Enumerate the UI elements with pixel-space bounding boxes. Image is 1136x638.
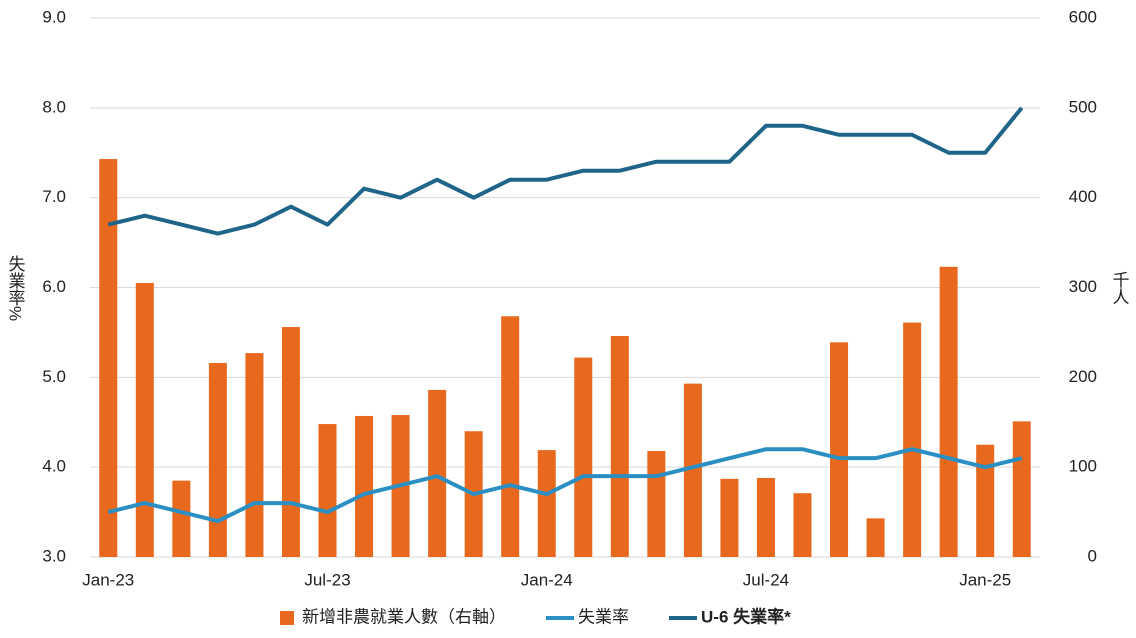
bar [793, 493, 812, 557]
y2-tick-label: 500 [1069, 97, 1097, 116]
legend-label: 新增非農就業人數（右軸） [302, 607, 506, 626]
y2-tick-label: 600 [1069, 7, 1097, 26]
legend-label: U-6 失業率* [701, 606, 791, 626]
bar [610, 336, 629, 557]
bar [683, 383, 702, 557]
y2-tick-label: 200 [1069, 367, 1097, 386]
y-tick-label: 5.0 [42, 367, 66, 386]
bar [501, 316, 520, 557]
bar [903, 322, 922, 557]
y-tick-label: 8.0 [42, 97, 66, 116]
bar [281, 327, 300, 557]
y-tick-label: 3.0 [42, 546, 66, 565]
bar [574, 357, 593, 557]
bar [976, 444, 995, 557]
x-tick-label: Jul-24 [743, 570, 789, 589]
bar [208, 362, 227, 557]
y-tick-label: 6.0 [42, 277, 66, 296]
y-tick-label: 4.0 [42, 457, 66, 476]
y2-axis-title: 千人 [1110, 271, 1130, 305]
y2-tick-label: 100 [1069, 457, 1097, 476]
legend-label: 失業率 [578, 607, 629, 626]
x-tick-label: Jan-23 [82, 570, 134, 589]
y2-tick-label: 400 [1069, 187, 1097, 206]
bar [1012, 421, 1031, 557]
x-tick-label: Jan-25 [959, 570, 1011, 589]
x-tick-label: Jan-24 [521, 570, 573, 589]
bar [866, 518, 885, 557]
bar [318, 424, 337, 557]
bar [647, 450, 666, 557]
line [107, 447, 1023, 524]
line [107, 106, 1024, 236]
bar [99, 159, 118, 557]
legend-swatch [280, 611, 294, 625]
y2-tick-label: 0 [1088, 546, 1097, 565]
x-tick-label: Jul-23 [304, 570, 350, 589]
y2-tick-label: 300 [1069, 277, 1097, 296]
bar [428, 389, 447, 557]
bar [720, 478, 739, 557]
bar [939, 266, 958, 557]
bar [756, 477, 775, 557]
bar [245, 353, 264, 557]
bar [830, 342, 849, 557]
bar [135, 283, 154, 557]
y-tick-label: 9.0 [42, 7, 66, 26]
bar [172, 480, 191, 557]
y-axis-title: 失業率% [6, 255, 26, 321]
bar [537, 450, 556, 557]
bar [355, 415, 374, 557]
y-tick-label: 7.0 [42, 187, 66, 206]
